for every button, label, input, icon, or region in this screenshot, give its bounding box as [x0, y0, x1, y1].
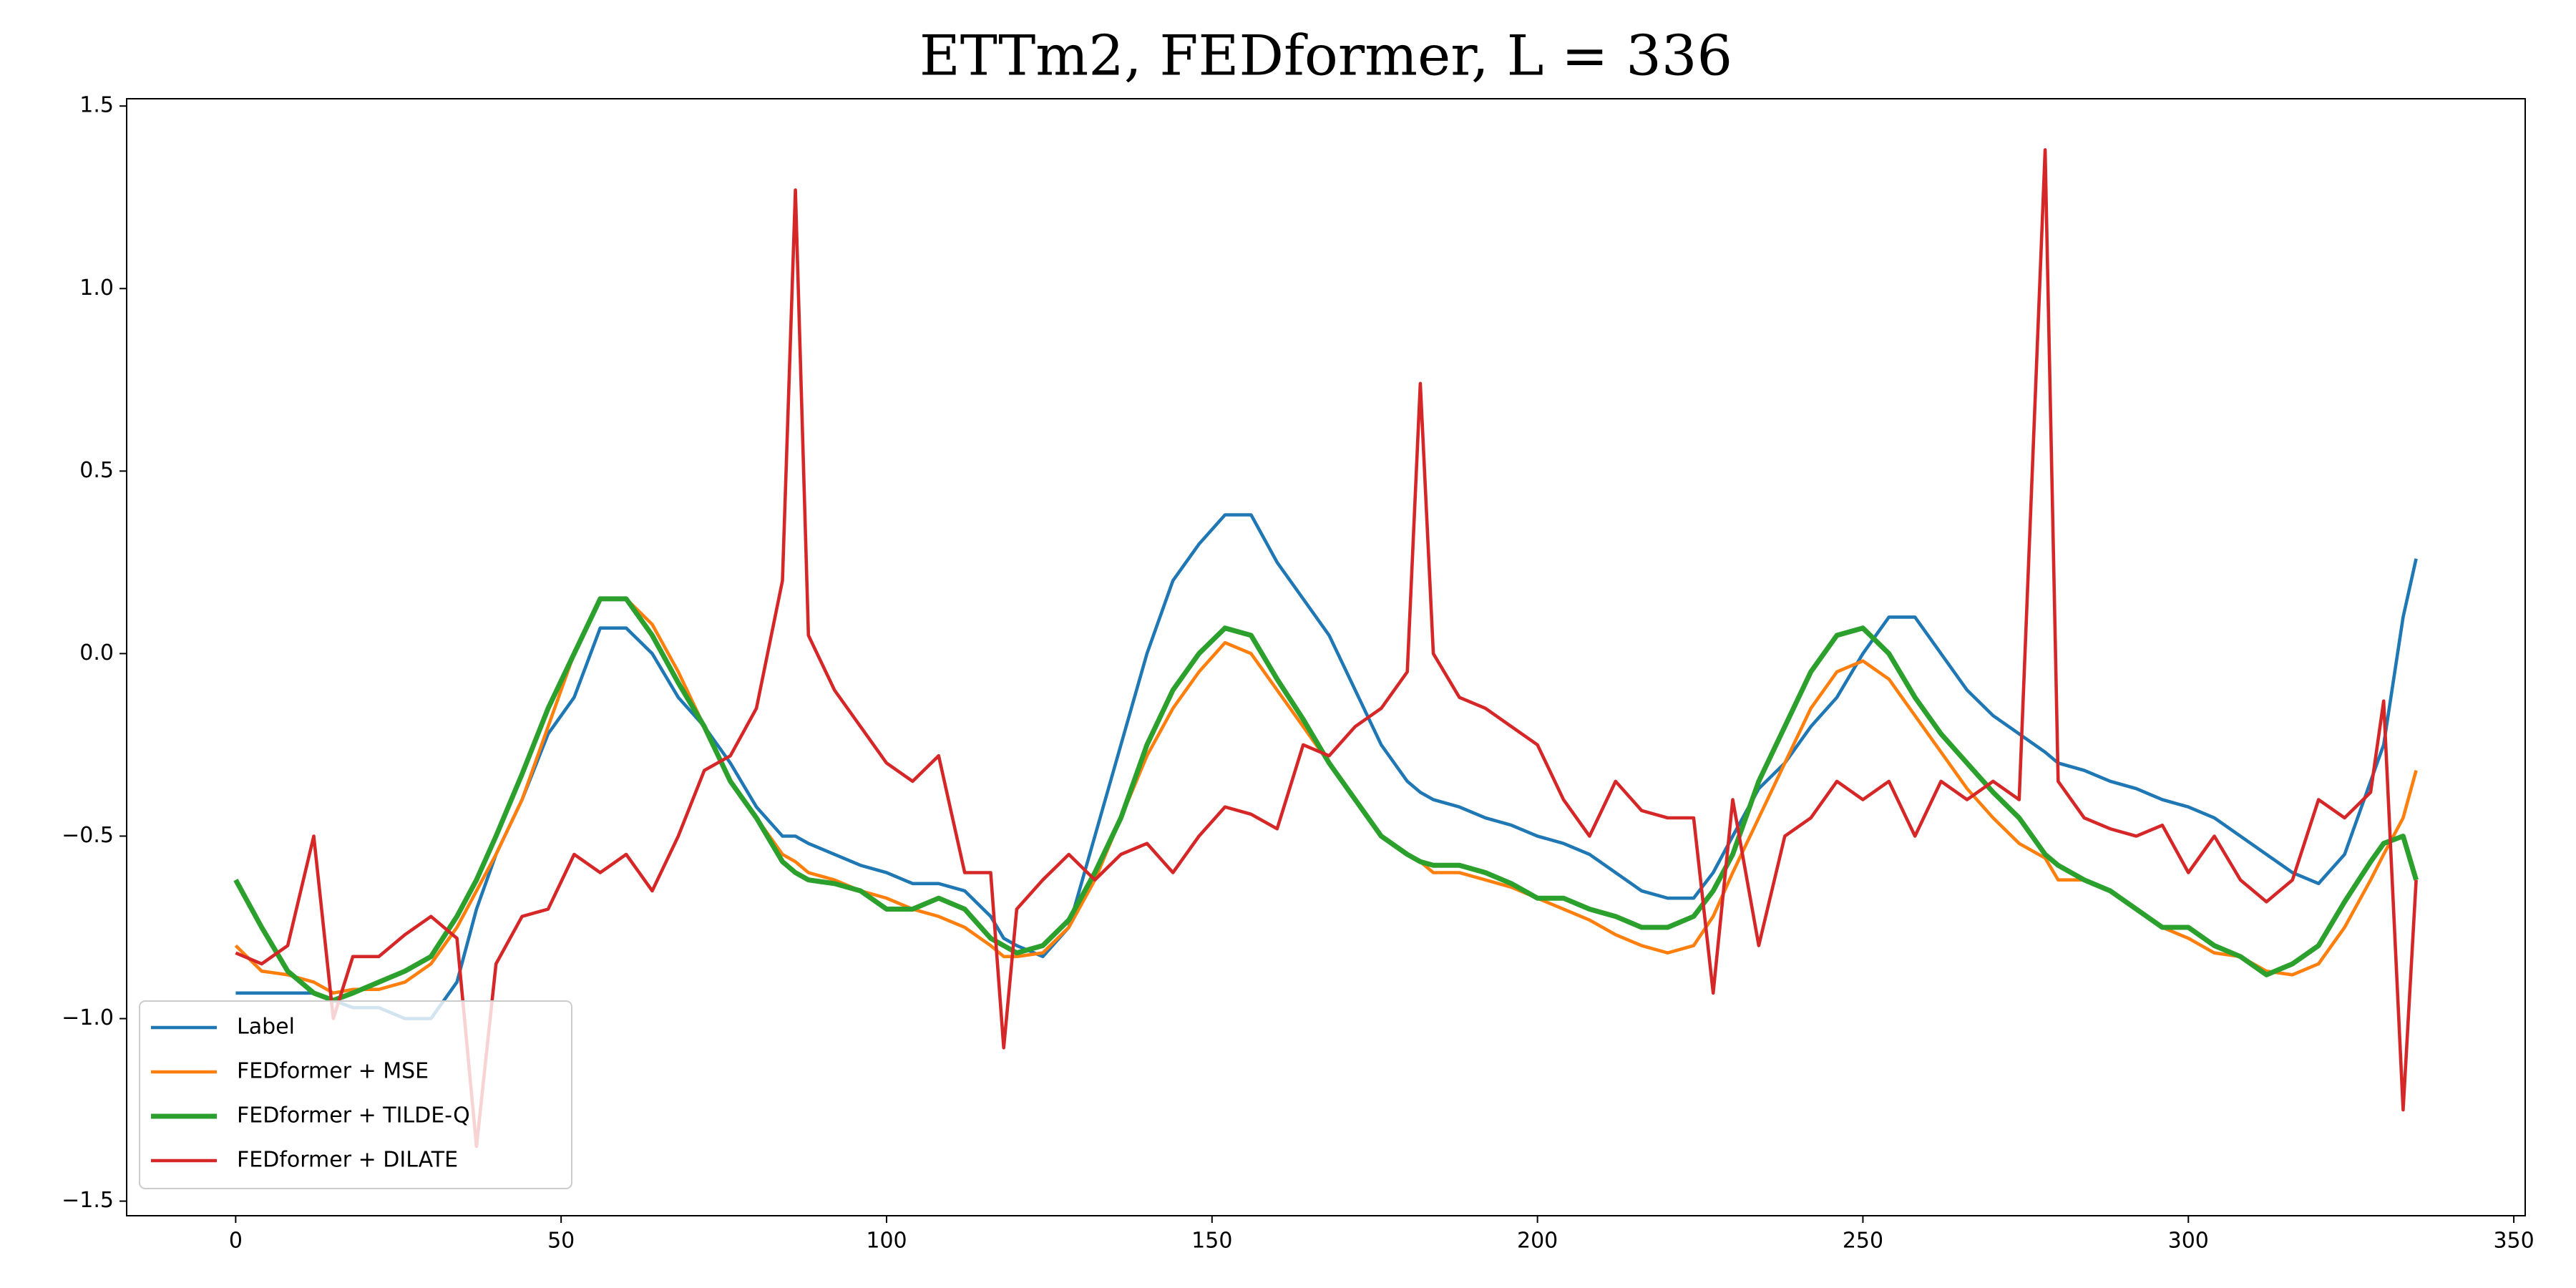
legend-label: FEDformer + TILDE-Q — [237, 1103, 470, 1128]
y-tick-label: −0.5 — [62, 823, 114, 848]
x-tick-label: 350 — [2493, 1229, 2534, 1254]
y-tick-label: 1.0 — [79, 275, 114, 301]
y-tick-label: 0.0 — [79, 640, 114, 665]
x-tick-label: 250 — [1843, 1229, 1883, 1254]
legend-label: FEDformer + DILATE — [237, 1148, 458, 1173]
y-tick-label: −1.5 — [62, 1188, 114, 1213]
x-tick-label: 300 — [2168, 1229, 2209, 1254]
chart-title: ETTm2, FEDformer, L = 336 — [919, 24, 1732, 89]
legend-label: FEDformer + MSE — [237, 1059, 429, 1084]
legend-box — [139, 1000, 572, 1189]
plot-frame — [126, 98, 2526, 1216]
x-tick-label: 100 — [866, 1229, 907, 1254]
plot-area — [233, 148, 2419, 1148]
y-tick-label: −1.0 — [62, 1005, 114, 1030]
x-tick-label: 0 — [229, 1229, 243, 1254]
x-tick-label: 50 — [547, 1229, 575, 1254]
series-line — [235, 148, 2418, 1148]
x-tick-label: 150 — [1191, 1229, 1232, 1254]
y-tick-label: 1.5 — [79, 93, 114, 118]
y-tick-label: 0.5 — [79, 458, 114, 483]
series-line — [233, 596, 2419, 1003]
legend-label: Label — [237, 1015, 295, 1040]
x-tick-label: 200 — [1517, 1229, 1558, 1254]
